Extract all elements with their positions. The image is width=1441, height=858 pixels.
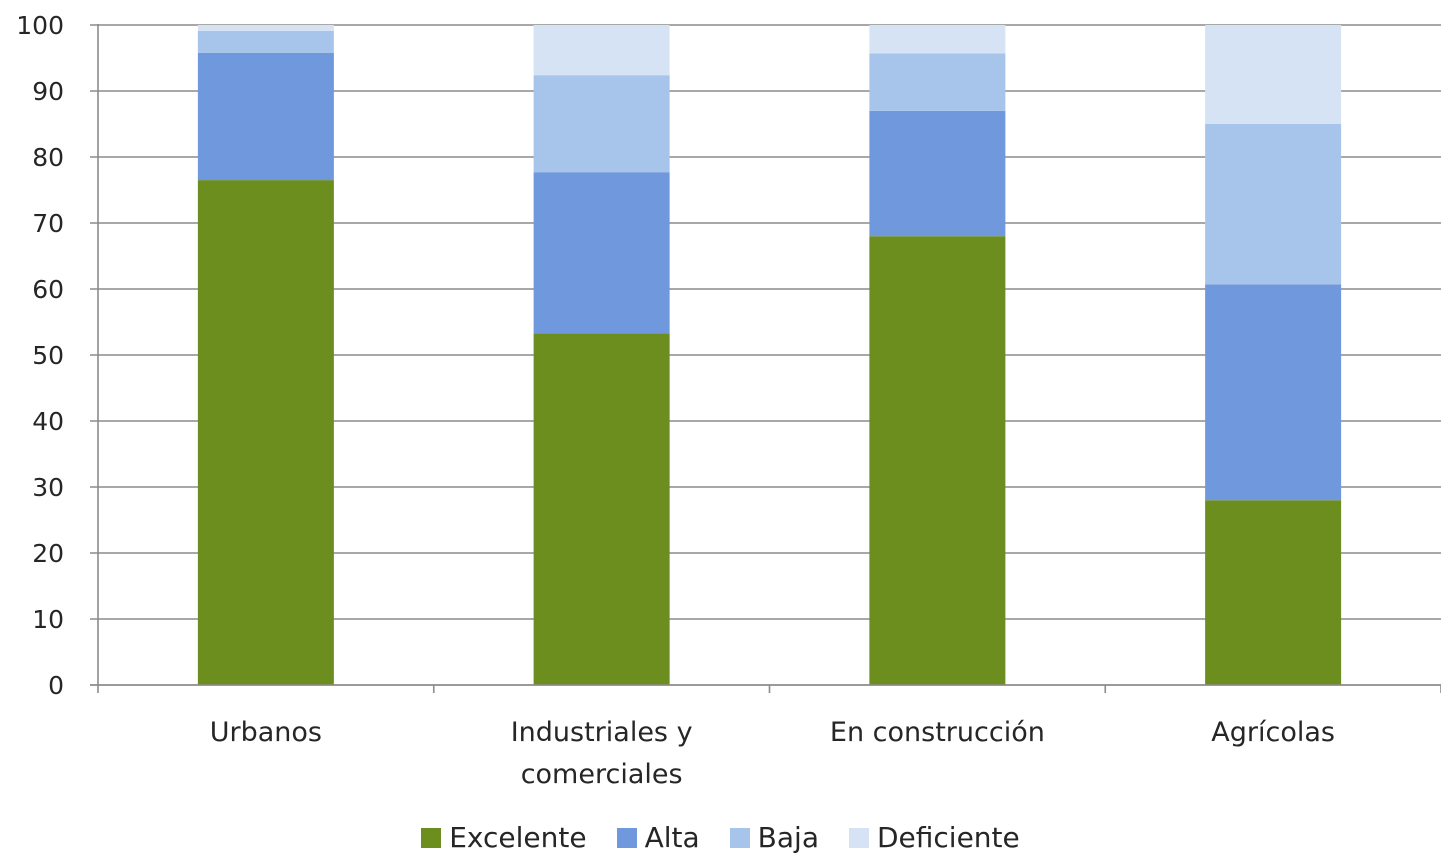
bar-segment-excelente <box>869 236 1006 685</box>
x-category-label: comerciales <box>521 759 683 790</box>
bar-segment-baja <box>197 30 334 53</box>
x-category-label: En construcción <box>830 717 1045 748</box>
bar-segment-baja <box>1205 124 1342 285</box>
bar-segment-excelente <box>197 180 334 685</box>
y-tick-label: 10 <box>32 605 64 634</box>
legend-swatch <box>616 828 637 848</box>
y-tick-label: 60 <box>32 275 64 304</box>
y-tick-label: 100 <box>16 11 64 40</box>
legend-item-deficiente: Deficiente <box>848 818 1020 858</box>
bar-segment-alta <box>1205 284 1342 501</box>
legend-label: Deficiente <box>876 821 1020 854</box>
y-tick-label: 30 <box>32 473 64 502</box>
bar-segment-alta <box>197 52 334 181</box>
legend-label: Excelente <box>449 821 587 854</box>
bar-segment-excelente <box>1205 500 1342 685</box>
bar-segment-deficiente <box>1205 25 1342 124</box>
x-category-label: Agrícolas <box>1211 717 1335 748</box>
x-category-label: Industriales y <box>511 717 693 748</box>
y-tick-label: 90 <box>32 77 64 106</box>
y-tick-label: 20 <box>32 539 64 568</box>
bar-segment-excelente <box>533 333 670 685</box>
legend-item-baja: Baja <box>729 818 819 858</box>
legend: Excelente Alta Baja Deficiente <box>0 818 1441 858</box>
bar-segment-deficiente <box>869 25 1006 54</box>
legend-item-excelente: Excelente <box>421 818 587 858</box>
legend-item-alta: Alta <box>616 818 700 858</box>
x-category-label: Urbanos <box>210 717 322 748</box>
y-tick-label: 40 <box>32 407 64 436</box>
stacked-bar-chart: 0 10 20 30 40 50 60 70 80 90 100 Urbanos Industriale… <box>16 11 1441 790</box>
y-tick-label: 0 <box>48 671 64 700</box>
bar-segment-baja <box>869 53 1006 111</box>
bar-segment-alta <box>869 110 1006 237</box>
y-tick-label: 50 <box>32 341 64 370</box>
y-tick-label: 70 <box>32 209 64 238</box>
legend-label: Alta <box>644 821 700 854</box>
bar-segment-baja <box>533 75 670 173</box>
y-tick-label: 80 <box>32 143 64 172</box>
bar-segment-deficiente <box>533 25 670 76</box>
legend-swatch <box>729 828 750 848</box>
legend-swatch <box>848 828 869 848</box>
bar-segment-deficiente <box>197 25 334 31</box>
bar-segment-alta <box>533 172 670 334</box>
legend-label: Baja <box>757 821 819 854</box>
legend-swatch <box>421 828 442 848</box>
